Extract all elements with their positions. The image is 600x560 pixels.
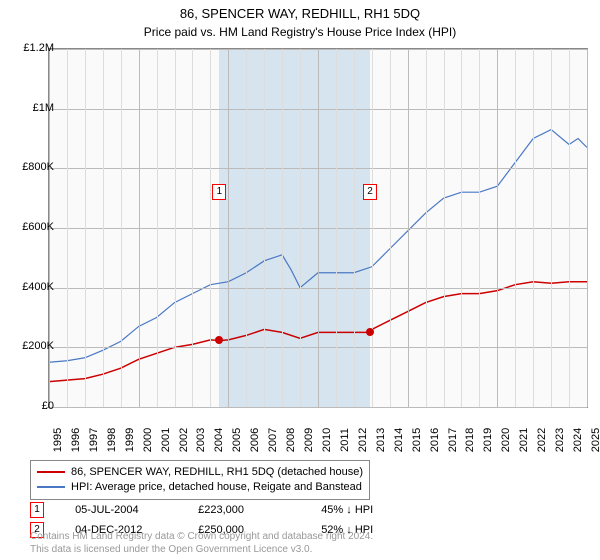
x-tick-label: 2025 [590,428,600,452]
x-tick-label: 2007 [267,428,279,452]
legend: 86, SPENCER WAY, REDHILL, RH1 5DQ (detac… [30,460,370,500]
chart-marker-1: 1 [212,184,226,200]
legend-item-property: 86, SPENCER WAY, REDHILL, RH1 5DQ (detac… [37,465,363,480]
plot-area: 12 [48,48,588,408]
x-tick-label: 2003 [195,428,207,452]
x-tick-label: 2022 [536,428,548,452]
y-tick-label: £200K [22,340,54,352]
x-tick-label: 1999 [124,428,136,452]
x-tick-label: 2000 [142,428,154,452]
sale-price-1: £223,000 [198,504,318,516]
x-tick-label: 2016 [429,428,441,452]
x-tick-label: 2013 [375,428,387,452]
x-tick-label: 2024 [572,428,584,452]
x-tick-label: 2019 [482,428,494,452]
x-tick-label: 2001 [160,428,172,452]
x-tick-label: 2023 [554,428,566,452]
x-tick-label: 2009 [303,428,315,452]
chart-container: 86, SPENCER WAY, REDHILL, RH1 5DQ Price … [0,0,600,560]
x-tick-label: 2006 [249,428,261,452]
chart-title: 86, SPENCER WAY, REDHILL, RH1 5DQ [0,0,600,21]
x-tick-label: 2014 [393,428,405,452]
x-tick-label: 2018 [464,428,476,452]
sale-dot-1 [215,336,223,344]
x-tick-label: 2015 [411,428,423,452]
x-tick-label: 1998 [106,428,118,452]
y-tick-label: £0 [42,400,54,412]
x-tick-label: 2004 [213,428,225,452]
chart-subtitle: Price paid vs. HM Land Registry's House … [0,21,600,39]
x-tick-label: 2011 [339,428,351,452]
x-tick-label: 1996 [70,428,82,452]
y-tick-label: £1.2M [23,42,54,54]
sale-date-1: 05-JUL-2004 [75,504,195,516]
y-tick-label: £1M [33,102,54,114]
x-tick-label: 1995 [52,428,64,452]
footer: Contains HM Land Registry data © Crown c… [30,530,373,556]
x-tick-label: 2020 [500,428,512,452]
sale-pct-1: 45% ↓ HPI [321,504,441,516]
x-tick-label: 2012 [357,428,369,452]
y-tick-label: £800K [22,161,54,173]
x-tick-label: 2021 [518,428,530,452]
y-tick-label: £400K [22,281,54,293]
x-tick-label: 1997 [88,428,100,452]
x-tick-label: 2002 [178,428,190,452]
legend-item-hpi: HPI: Average price, detached house, Reig… [37,480,363,495]
x-tick-label: 2005 [231,428,243,452]
chart-marker-2: 2 [363,184,377,200]
x-tick-label: 2010 [321,428,333,452]
sale-dot-2 [366,328,374,336]
sale-row-1: 1 05-JUL-2004 £223,000 45% ↓ HPI [30,502,570,518]
x-tick-label: 2017 [447,428,459,452]
y-tick-label: £600K [22,221,54,233]
x-tick-label: 2008 [285,428,297,452]
sale-marker-1: 1 [30,502,44,518]
